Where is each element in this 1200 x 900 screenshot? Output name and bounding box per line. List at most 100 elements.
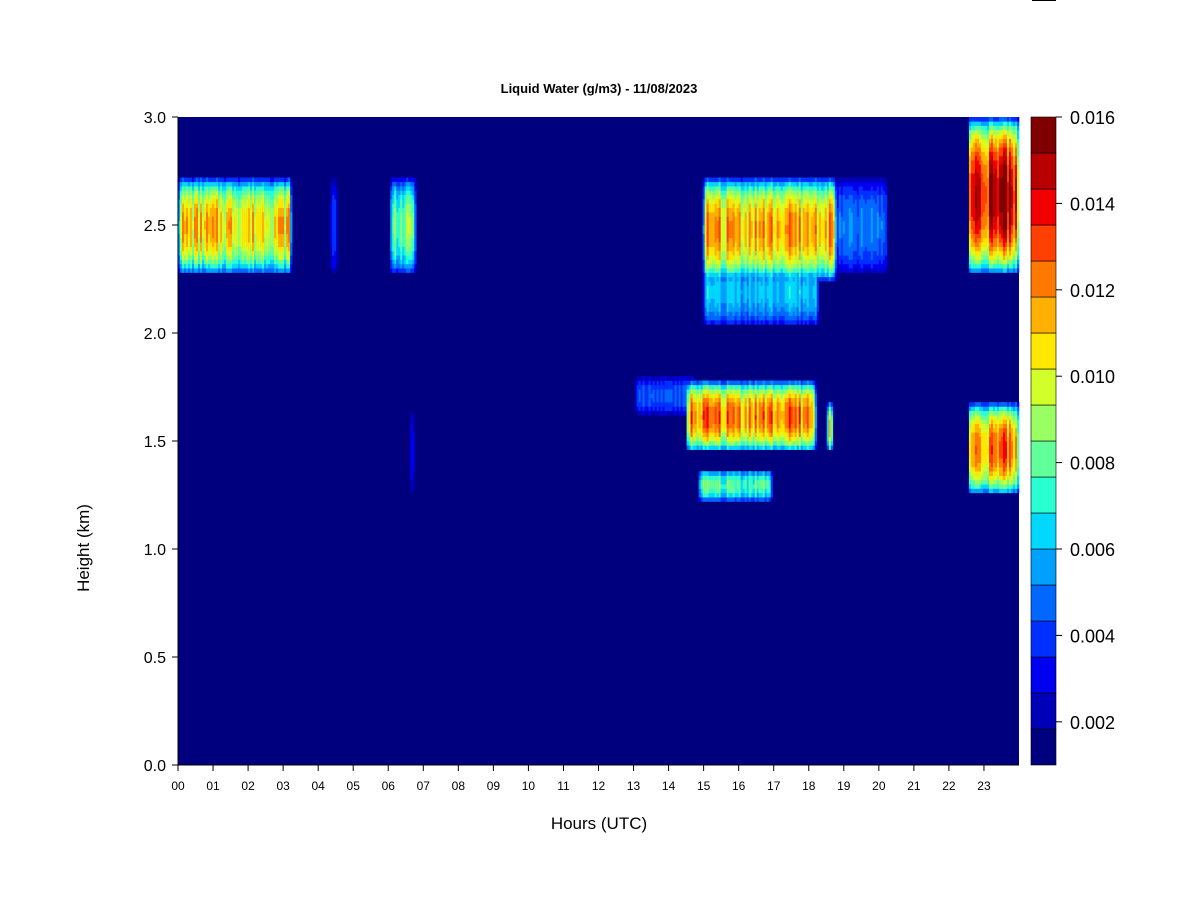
heatmap-cell: [706, 497, 709, 502]
heatmap-cell: [762, 402, 765, 407]
heatmap-cell: [772, 384, 776, 390]
heatmap-cell: [810, 389, 814, 394]
heatmap-cell: [768, 255, 771, 260]
heatmap-cell: [716, 276, 719, 282]
heatmap-cell: [740, 233, 743, 239]
heatmap-cell: [688, 384, 691, 390]
heatmap-cell: [190, 237, 193, 243]
heatmap-cell: [226, 225, 229, 230]
heatmap-cell: [782, 281, 786, 286]
heatmap-cell: [686, 397, 689, 403]
heatmap-cell: [410, 181, 413, 187]
heatmap-cell: [752, 397, 755, 403]
heatmap-cell: [756, 225, 759, 230]
heatmap-cell: [762, 436, 765, 442]
heatmap-cell: [288, 255, 291, 260]
heatmap-cell: [408, 225, 411, 230]
heatmap-cell: [792, 384, 796, 390]
heatmap-cell: [792, 415, 796, 420]
heatmap-cell: [212, 255, 215, 260]
heatmap-cell: [736, 199, 739, 204]
heatmap-cell: [742, 423, 745, 429]
heatmap-cell: [808, 406, 812, 412]
heatmap-cell: [210, 203, 213, 209]
heatmap-cell: [732, 441, 735, 446]
heatmap-cell: [720, 488, 723, 494]
heatmap-cell: [646, 384, 649, 390]
heatmap-cell: [732, 181, 735, 187]
heatmap-cell: [734, 307, 737, 312]
heatmap-cell: [752, 263, 755, 269]
heatmap-cell: [768, 315, 771, 321]
heatmap-cell: [238, 181, 241, 187]
heatmap-cell: [698, 488, 701, 494]
heatmap-cell: [202, 255, 205, 260]
heatmap-cell: [208, 199, 211, 204]
heatmap-cell: [726, 432, 729, 437]
heatmap-cell: [708, 484, 711, 489]
heatmap-cell: [714, 441, 717, 446]
heatmap-cell: [268, 199, 271, 204]
heatmap-cell: [248, 250, 251, 256]
heatmap-cell: [806, 216, 810, 221]
heatmap-cell: [786, 402, 790, 407]
heatmap-cell: [710, 302, 713, 308]
heatmap-cell: [400, 216, 403, 221]
heatmap-cell: [188, 212, 191, 217]
heatmap-cell: [800, 212, 804, 217]
heatmap-cell: [332, 242, 335, 247]
heatmap-cell: [402, 203, 405, 209]
heatmap-cell: [220, 259, 223, 265]
heatmap-cell: [792, 410, 796, 416]
heatmap-cell: [702, 272, 705, 278]
heatmap-cell: [402, 233, 405, 239]
heatmap-cell: [730, 410, 733, 416]
heatmap-cell: [280, 199, 283, 204]
heatmap-cell: [796, 423, 800, 429]
heatmap-cell: [290, 242, 293, 247]
heatmap-cell: [410, 207, 413, 213]
heatmap-cell: [412, 419, 415, 425]
heatmap-cell: [400, 194, 403, 200]
heatmap-cell: [710, 497, 713, 502]
heatmap-cell: [766, 419, 769, 425]
heatmap-cell: [734, 246, 737, 252]
heatmap-cell: [248, 186, 251, 191]
heatmap-cell: [740, 190, 743, 196]
heatmap-cell: [654, 380, 657, 386]
heatmap-cell: [738, 255, 741, 260]
heatmap-cell: [752, 294, 755, 299]
heatmap-cell: [290, 259, 293, 265]
heatmap-cell: [412, 212, 415, 217]
heatmap-cell: [732, 384, 735, 390]
heatmap-cell: [792, 233, 796, 239]
heatmap-cell: [280, 190, 283, 196]
heatmap-cell: [740, 406, 743, 412]
heatmap-cell: [726, 441, 729, 446]
heatmap-cell: [704, 289, 707, 295]
heatmap-cell: [724, 484, 727, 489]
heatmap-cell: [754, 237, 757, 243]
heatmap-cell: [710, 406, 713, 412]
heatmap-cell: [718, 186, 721, 191]
heatmap-cell: [798, 406, 802, 412]
heatmap-cell: [772, 190, 776, 196]
heatmap-cell: [794, 225, 798, 230]
heatmap-cell: [758, 471, 761, 476]
heatmap-cell: [244, 233, 247, 239]
heatmap-cell: [276, 259, 279, 265]
heatmap-cell: [772, 272, 776, 278]
heatmap-cell: [766, 428, 769, 433]
heatmap-cell: [774, 415, 778, 420]
heatmap-cell: [258, 203, 261, 209]
heatmap-cell: [744, 484, 747, 489]
heatmap-cell: [200, 259, 203, 265]
heatmap-cell: [774, 242, 778, 247]
heatmap-cell: [402, 250, 405, 256]
heatmap-cell: [186, 216, 189, 221]
heatmap-cell: [778, 216, 782, 221]
heatmap-cell: [796, 285, 800, 291]
heatmap-cell: [770, 220, 773, 226]
heatmap-cell: [760, 259, 763, 265]
heatmap-cell: [390, 263, 393, 269]
